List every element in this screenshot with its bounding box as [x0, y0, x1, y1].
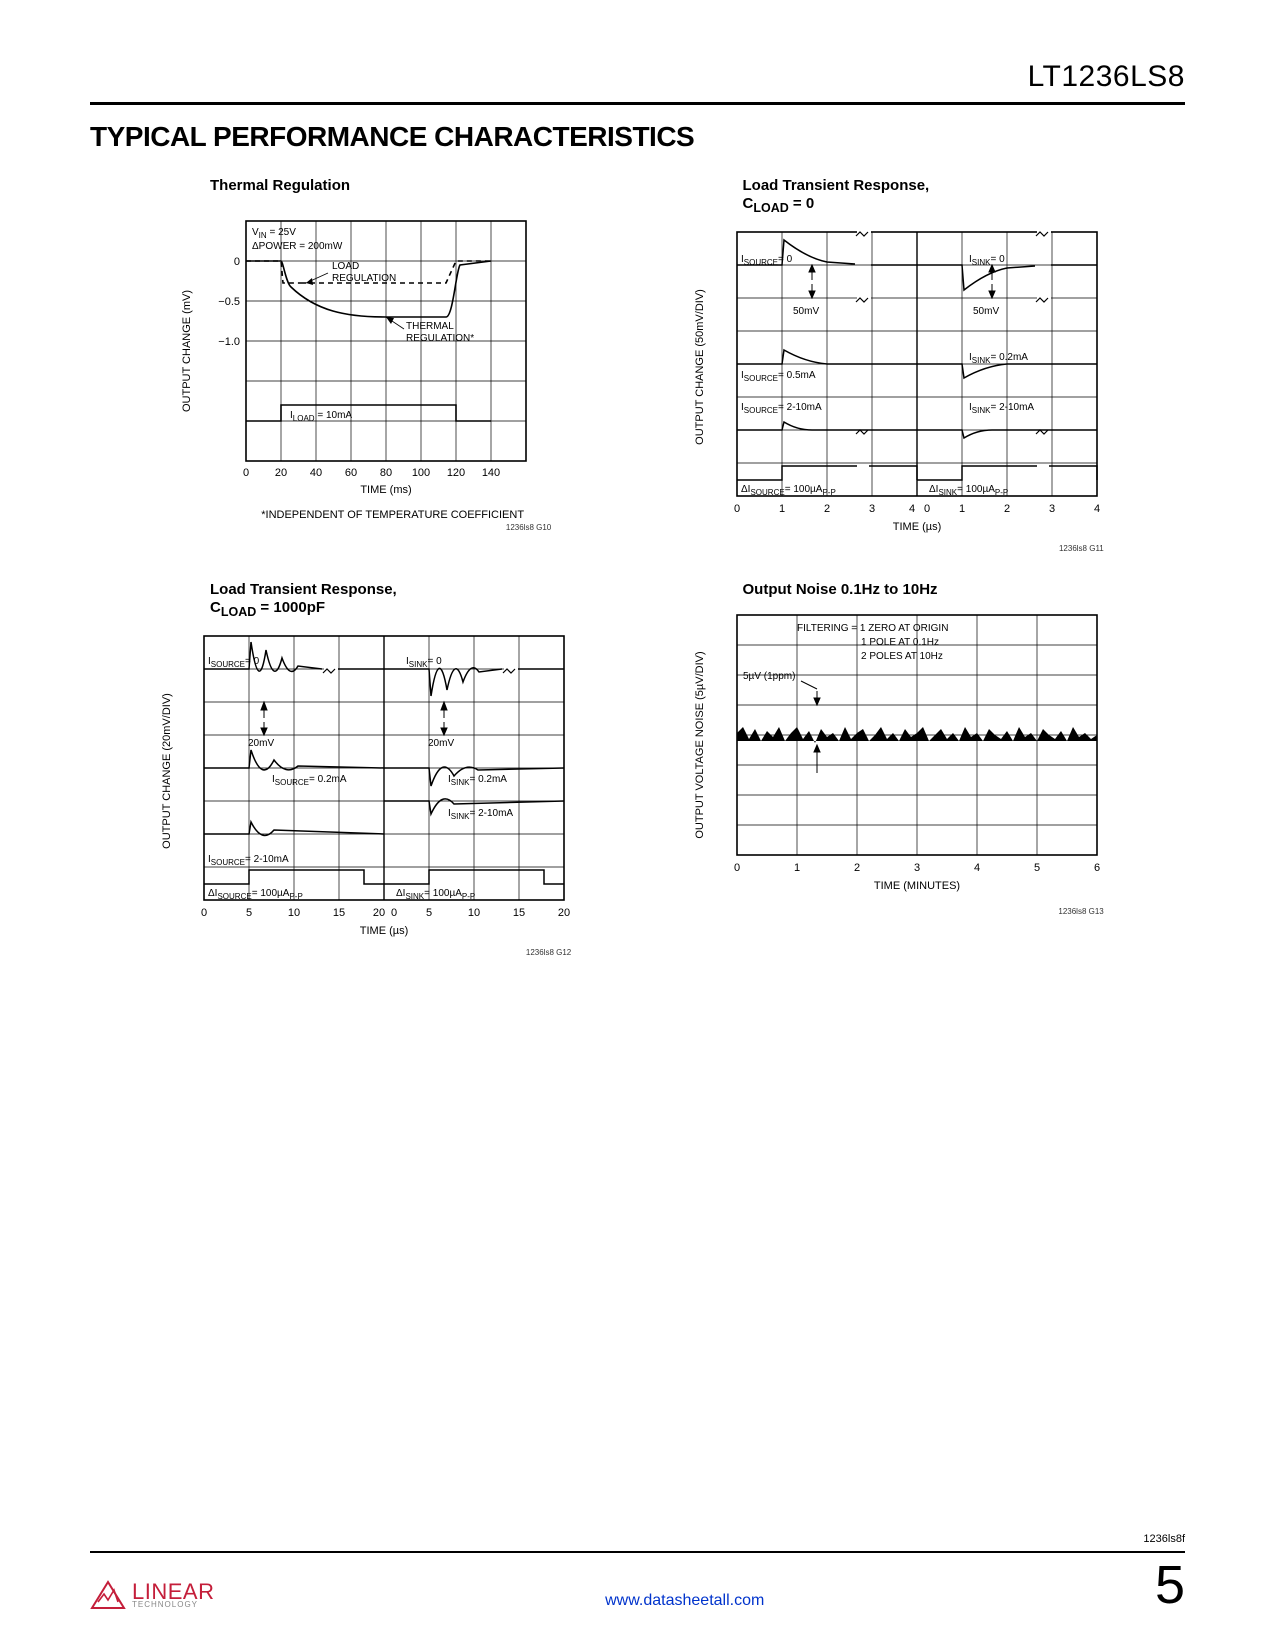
svg-text:20mV: 20mV [428, 738, 454, 749]
svg-text:1 POLE AT 0.1Hz: 1 POLE AT 0.1Hz [861, 637, 939, 648]
chart-load-transient-c1000: Load Transient Response, CLOAD = 1000pF … [120, 581, 623, 957]
svg-text:5: 5 [426, 907, 432, 919]
svg-text:10: 10 [288, 907, 300, 919]
svg-text:4: 4 [974, 862, 980, 874]
svg-text:2 POLES AT 10Hz: 2 POLES AT 10Hz [861, 651, 943, 662]
chart3-code: 1236ls8 G12 [171, 948, 571, 957]
svg-text:OUTPUT CHANGE (mV): OUTPUT CHANGE (mV) [181, 290, 193, 412]
svg-text:5: 5 [1034, 862, 1040, 874]
svg-text:1: 1 [794, 862, 800, 874]
svg-text:5: 5 [246, 907, 252, 919]
svg-text:1: 1 [779, 503, 785, 515]
svg-text:0: 0 [734, 503, 740, 515]
chart4-svg: OUTPUT VOLTAGE NOISE (5µV/DIV) [689, 605, 1119, 905]
chart2-code: 1236ls8 G11 [704, 544, 1104, 553]
svg-text:120: 120 [447, 467, 465, 479]
chart1-svg: OUTPUT CHANGE (mV) [176, 201, 566, 501]
svg-text:THERMAL: THERMAL [406, 321, 454, 332]
svg-text:80: 80 [380, 467, 392, 479]
page-footer: 1236ls8f LINEAR TECHNOLOGY www.datasheet… [90, 1533, 1185, 1610]
svg-text:60: 60 [345, 467, 357, 479]
svg-text:100: 100 [412, 467, 430, 479]
svg-text:50mV: 50mV [973, 306, 999, 317]
svg-text:0: 0 [243, 467, 249, 479]
chart3-title: Load Transient Response, CLOAD = 1000pF [210, 581, 397, 620]
svg-text:140: 140 [482, 467, 500, 479]
svg-text:20mV: 20mV [248, 738, 274, 749]
chart3-svg: OUTPUT CHANGE (20mV/DIV) [156, 626, 586, 946]
chart1-title: Thermal Regulation [210, 177, 350, 195]
svg-text:3: 3 [1049, 503, 1055, 515]
charts-grid: Thermal Regulation OUTPUT CHANGE (mV) [90, 177, 1185, 957]
svg-text:20: 20 [275, 467, 287, 479]
chart-thermal-regulation: Thermal Regulation OUTPUT CHANGE (mV) [120, 177, 623, 553]
svg-text:OUTPUT CHANGE (50mV/DIV): OUTPUT CHANGE (50mV/DIV) [694, 289, 706, 445]
chart-load-transient-c0: Load Transient Response, CLOAD = 0 OUTPU… [653, 177, 1156, 553]
svg-text:0: 0 [734, 862, 740, 874]
svg-text:3: 3 [869, 503, 875, 515]
svg-text:LOAD: LOAD [332, 261, 359, 272]
chart4-code: 1236ls8 G13 [704, 907, 1104, 916]
datasheet-url-link[interactable]: www.datasheetall.com [605, 1592, 764, 1610]
svg-text:−0.5: −0.5 [219, 296, 241, 308]
svg-text:TIME (ms): TIME (ms) [361, 484, 412, 496]
svg-text:20: 20 [558, 907, 570, 919]
doc-code: 1236ls8f [90, 1533, 1185, 1545]
section-heading: TYPICAL PERFORMANCE CHARACTERISTICS [90, 121, 1185, 153]
chart4-title: Output Noise 0.1Hz to 10Hz [743, 581, 938, 599]
svg-text:6: 6 [1094, 862, 1100, 874]
svg-text:10: 10 [468, 907, 480, 919]
svg-text:TIME (MINUTES): TIME (MINUTES) [874, 880, 960, 892]
logo-text-main: LINEAR [132, 1582, 214, 1602]
chart2-title: Load Transient Response, CLOAD = 0 [743, 177, 930, 216]
svg-text:15: 15 [513, 907, 525, 919]
svg-text:OUTPUT CHANGE (20mV/DIV): OUTPUT CHANGE (20mV/DIV) [161, 693, 173, 849]
svg-text:0: 0 [924, 503, 930, 515]
svg-text:OUTPUT VOLTAGE NOISE (5µV/DIV): OUTPUT VOLTAGE NOISE (5µV/DIV) [694, 651, 706, 838]
svg-text:4: 4 [909, 503, 915, 515]
svg-text:0: 0 [391, 907, 397, 919]
svg-text:5µV (1ppm): 5µV (1ppm) [743, 671, 795, 682]
svg-text:−1.0: −1.0 [219, 336, 241, 348]
company-logo: LINEAR TECHNOLOGY [90, 1580, 214, 1610]
svg-text:1: 1 [959, 503, 965, 515]
svg-text:REGULATION*: REGULATION* [406, 333, 474, 344]
page-number: 5 [1155, 1561, 1185, 1610]
svg-text:15: 15 [333, 907, 345, 919]
svg-text:ΔPOWER = 200mW: ΔPOWER = 200mW [252, 241, 343, 252]
svg-text:2: 2 [1004, 503, 1010, 515]
svg-text:REGULATION: REGULATION [332, 273, 396, 284]
svg-text:50mV: 50mV [793, 306, 819, 317]
svg-text:4: 4 [1094, 503, 1100, 515]
svg-text:FILTERING = 1 ZERO AT ORIGIN: FILTERING = 1 ZERO AT ORIGIN [797, 623, 948, 634]
part-number: LT1236LS8 [90, 60, 1185, 94]
chart-output-noise: Output Noise 0.1Hz to 10Hz OUTPUT VOLTAG… [653, 581, 1156, 957]
chart1-code: 1236ls8 G10 [261, 523, 551, 532]
chart2-svg: OUTPUT CHANGE (50mV/DIV) [689, 222, 1119, 542]
chart1-footnote: *INDEPENDENT OF TEMPERATURE COEFFICIENT [261, 509, 551, 521]
footer-rule [90, 1551, 1185, 1553]
svg-text:TIME (µs): TIME (µs) [360, 925, 409, 937]
svg-text:2: 2 [824, 503, 830, 515]
svg-text:3: 3 [914, 862, 920, 874]
svg-text:40: 40 [310, 467, 322, 479]
header-rule [90, 102, 1185, 105]
svg-text:20: 20 [373, 907, 385, 919]
svg-text:TIME (µs): TIME (µs) [893, 521, 942, 533]
svg-text:2: 2 [854, 862, 860, 874]
logo-icon [90, 1580, 126, 1610]
svg-text:0: 0 [201, 907, 207, 919]
svg-text:0: 0 [234, 256, 240, 268]
